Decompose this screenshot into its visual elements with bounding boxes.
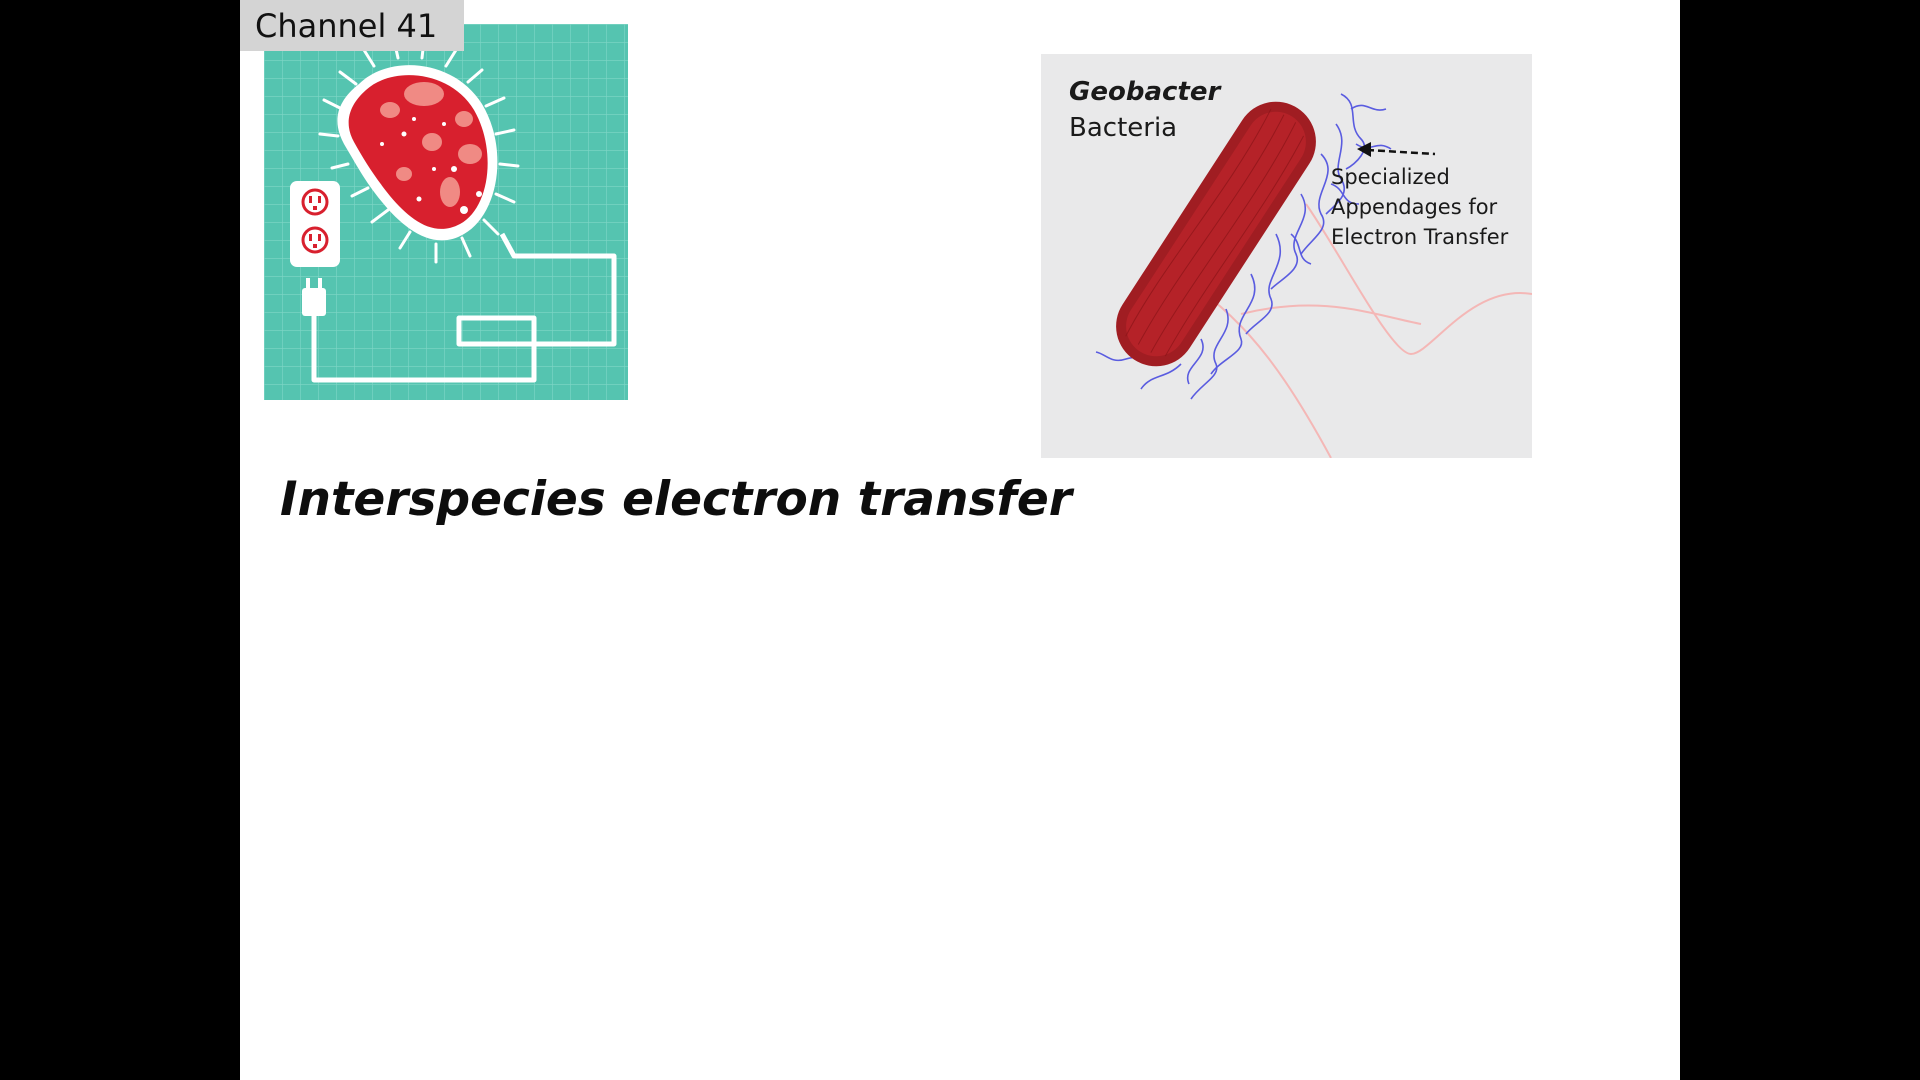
slide: Channel 41 <box>240 0 1680 1080</box>
bacterium-outlet-illustration <box>264 24 628 400</box>
slide-title: Interspecies electron transfer <box>280 472 1072 527</box>
appendage-annotation: Specialized Appendages for Electron Tran… <box>1331 162 1508 252</box>
geobacter-drawing <box>1095 93 1532 458</box>
annotation-line: Appendages for <box>1331 195 1498 219</box>
annotation-line: Electron Transfer <box>1331 225 1509 249</box>
channel-badge: Channel 41 <box>240 0 464 51</box>
geobacter-species-label: Geobacter <box>1069 77 1221 107</box>
geobacter-bacteria-label: Bacteria <box>1069 113 1178 143</box>
geobacter-figure: Geobacter Bacteria Specialized Appendage… <box>1041 54 1532 458</box>
annotation-line: Specialized <box>1331 165 1450 189</box>
